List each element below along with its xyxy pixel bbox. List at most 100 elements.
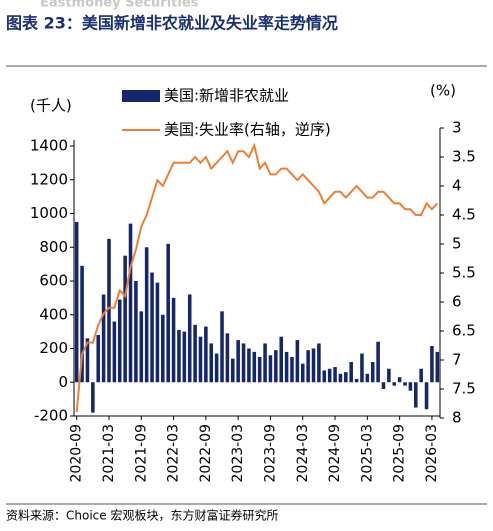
bar <box>155 282 160 383</box>
x-tick-label: 2023-03 <box>230 424 246 483</box>
bar <box>74 221 79 383</box>
bar <box>344 372 348 383</box>
bar <box>80 265 84 383</box>
y2-tick-label: 4.5 <box>452 206 476 224</box>
y-axis-label: (千人) <box>30 97 72 115</box>
bar <box>161 314 165 383</box>
bar <box>387 368 391 383</box>
y-tick-label: 400 <box>39 305 68 323</box>
bar <box>209 343 214 383</box>
bar <box>370 362 375 383</box>
bar <box>177 329 181 383</box>
x-tick-label: 2024-09 <box>327 424 343 483</box>
y-tick-label: 200 <box>39 339 68 357</box>
bar <box>327 368 332 383</box>
y2-tick-label: 4 <box>452 177 462 195</box>
bar <box>365 373 370 383</box>
bar <box>381 382 386 389</box>
bar <box>247 348 251 383</box>
bar <box>182 331 187 383</box>
bar <box>322 370 327 383</box>
y2-tick-label: 5 <box>452 235 462 253</box>
legend-swatch <box>122 90 160 102</box>
bar <box>134 281 138 383</box>
bar <box>193 324 197 383</box>
bar <box>150 272 154 383</box>
bar <box>85 338 90 383</box>
bar <box>96 335 100 383</box>
y2-tick-label: 6 <box>452 293 462 311</box>
y-tick-label: 800 <box>39 238 68 256</box>
x-tick-label: 2021-09 <box>133 424 149 483</box>
bar <box>274 350 278 383</box>
bar <box>290 356 294 383</box>
bar <box>128 223 133 383</box>
bar <box>333 367 337 383</box>
y2-tick-label: 3 <box>452 119 462 137</box>
bar <box>295 340 300 383</box>
bar <box>236 340 240 383</box>
legend-label: 美国:新增非农就业 <box>164 87 289 105</box>
bar <box>408 382 413 391</box>
bar <box>231 358 235 383</box>
bar <box>279 336 283 383</box>
bar <box>123 255 127 383</box>
bar <box>117 299 122 383</box>
source: 资料来源：Choice 宏观板块，东方财富证券研究所 <box>6 508 278 523</box>
bar <box>317 343 321 383</box>
bar <box>284 351 289 383</box>
bar <box>430 345 434 383</box>
x-tick-label: 2023-09 <box>262 424 278 483</box>
y2-tick-label: 7.5 <box>452 380 476 398</box>
bar <box>187 294 192 383</box>
bar <box>419 368 423 383</box>
y-tick-label: 1200 <box>30 170 68 188</box>
bar <box>306 350 310 383</box>
bar <box>241 343 246 383</box>
bar <box>171 297 176 383</box>
x-tick-label: 2022-09 <box>198 424 214 483</box>
y-tick-label: 1000 <box>30 204 68 222</box>
bar <box>91 382 95 413</box>
y2-tick-label: 6.5 <box>452 322 476 340</box>
y-tick-label: -200 <box>34 407 68 425</box>
bar <box>376 341 380 383</box>
bar <box>214 353 219 383</box>
bar <box>139 311 144 383</box>
bar <box>112 321 117 383</box>
y-tick-label: 600 <box>39 272 68 290</box>
line <box>75 142 439 413</box>
x-tick-label: 2025-09 <box>392 424 408 483</box>
y2-axis-label: (%) <box>430 82 456 100</box>
y2-tick-label: 3.5 <box>452 148 476 166</box>
bar <box>435 351 440 383</box>
legend-label: 美国:失业率(右轴，逆序) <box>164 121 331 139</box>
x-tick-label: 2020-09 <box>69 424 85 483</box>
x-tick-label: 2026-03 <box>424 424 440 483</box>
x-tick-label: 2022-03 <box>166 424 182 483</box>
bar <box>198 336 203 383</box>
y2-tick-label: 5.5 <box>452 264 476 282</box>
bar <box>360 353 364 383</box>
bar <box>252 351 257 383</box>
y2-tick-label: 7 <box>452 351 462 369</box>
bar <box>349 362 353 383</box>
bar <box>268 355 273 383</box>
bar <box>220 311 224 383</box>
bar <box>166 243 170 383</box>
y2-tick-label: 8 <box>452 409 462 427</box>
x-tick-label: 2021-03 <box>101 424 117 483</box>
bar <box>107 238 111 383</box>
bar <box>338 373 343 383</box>
bar <box>424 382 429 410</box>
bar <box>101 294 106 383</box>
bar <box>204 326 208 383</box>
bar <box>263 343 267 383</box>
bar <box>392 382 397 386</box>
logo-text: Eastmoney Securities <box>40 0 199 11</box>
bar <box>311 348 316 383</box>
chart-title: 图表 23：美国新增非农就业及失业率走势情况 <box>6 14 338 33</box>
bar <box>257 356 262 383</box>
x-tick-label: 2024-03 <box>295 424 311 483</box>
